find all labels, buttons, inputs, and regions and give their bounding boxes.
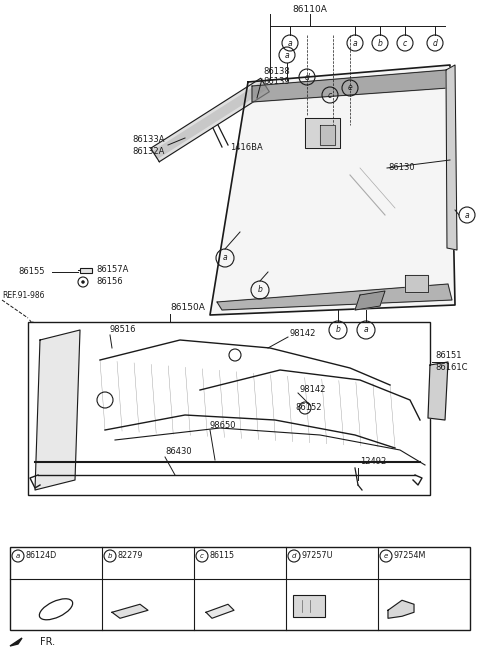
Text: b: b [108, 553, 112, 559]
Text: b: b [258, 286, 263, 295]
Text: c: c [403, 38, 407, 48]
Text: 98142: 98142 [300, 385, 326, 394]
FancyBboxPatch shape [10, 547, 470, 630]
Text: 12492: 12492 [360, 458, 386, 466]
Text: a: a [364, 325, 368, 334]
Text: 1416BA: 1416BA [230, 143, 263, 153]
Text: a: a [465, 211, 469, 220]
Text: 86124D: 86124D [26, 552, 57, 561]
Text: e: e [384, 553, 388, 559]
Text: c: c [200, 553, 204, 559]
Polygon shape [10, 638, 22, 646]
Polygon shape [388, 600, 414, 618]
Text: a: a [285, 50, 289, 59]
Text: 82279: 82279 [118, 552, 144, 561]
Text: 86133A: 86133A [132, 136, 165, 145]
Text: 86161C: 86161C [435, 364, 468, 372]
Text: d: d [305, 72, 310, 82]
Text: 86115: 86115 [210, 552, 235, 561]
Polygon shape [153, 82, 267, 158]
Polygon shape [428, 362, 448, 420]
Text: a: a [353, 38, 357, 48]
Polygon shape [112, 604, 148, 618]
Polygon shape [206, 604, 234, 618]
Text: 86430: 86430 [165, 447, 192, 456]
Polygon shape [151, 78, 269, 162]
Text: 98516: 98516 [110, 325, 136, 334]
Text: a: a [223, 254, 228, 263]
Text: 98650: 98650 [210, 421, 237, 430]
Polygon shape [320, 125, 335, 145]
Text: 86132A: 86132A [132, 147, 165, 156]
Polygon shape [446, 65, 457, 250]
Text: REF.91-986: REF.91-986 [2, 291, 45, 299]
Text: 86151: 86151 [435, 351, 461, 359]
Polygon shape [405, 275, 428, 292]
Polygon shape [217, 284, 452, 310]
FancyBboxPatch shape [293, 595, 325, 617]
Text: 86157A: 86157A [96, 265, 128, 274]
Text: 86156: 86156 [96, 278, 122, 286]
Text: 86155: 86155 [18, 267, 45, 276]
Text: 86130: 86130 [388, 164, 415, 173]
Text: a: a [288, 38, 292, 48]
Text: 98142: 98142 [290, 329, 316, 338]
Polygon shape [35, 330, 80, 490]
Text: d: d [432, 38, 437, 48]
FancyBboxPatch shape [80, 268, 92, 273]
Text: 86138: 86138 [263, 68, 290, 76]
Text: e: e [348, 83, 352, 93]
Text: 86150A: 86150A [170, 303, 205, 312]
Text: 86152: 86152 [295, 404, 322, 413]
Text: a: a [16, 553, 20, 559]
Text: c: c [328, 91, 332, 100]
Text: b: b [336, 325, 340, 334]
Text: b: b [378, 38, 383, 48]
Text: 86110A: 86110A [293, 5, 327, 14]
Polygon shape [252, 70, 448, 102]
Text: 97254M: 97254M [394, 552, 426, 561]
Text: d: d [292, 553, 296, 559]
Circle shape [82, 280, 84, 284]
Text: 97257U: 97257U [302, 552, 334, 561]
Text: 86139: 86139 [263, 78, 289, 87]
Polygon shape [355, 291, 385, 310]
Polygon shape [305, 118, 340, 148]
Polygon shape [210, 65, 455, 315]
FancyBboxPatch shape [28, 322, 430, 495]
Text: FR.: FR. [40, 637, 55, 647]
